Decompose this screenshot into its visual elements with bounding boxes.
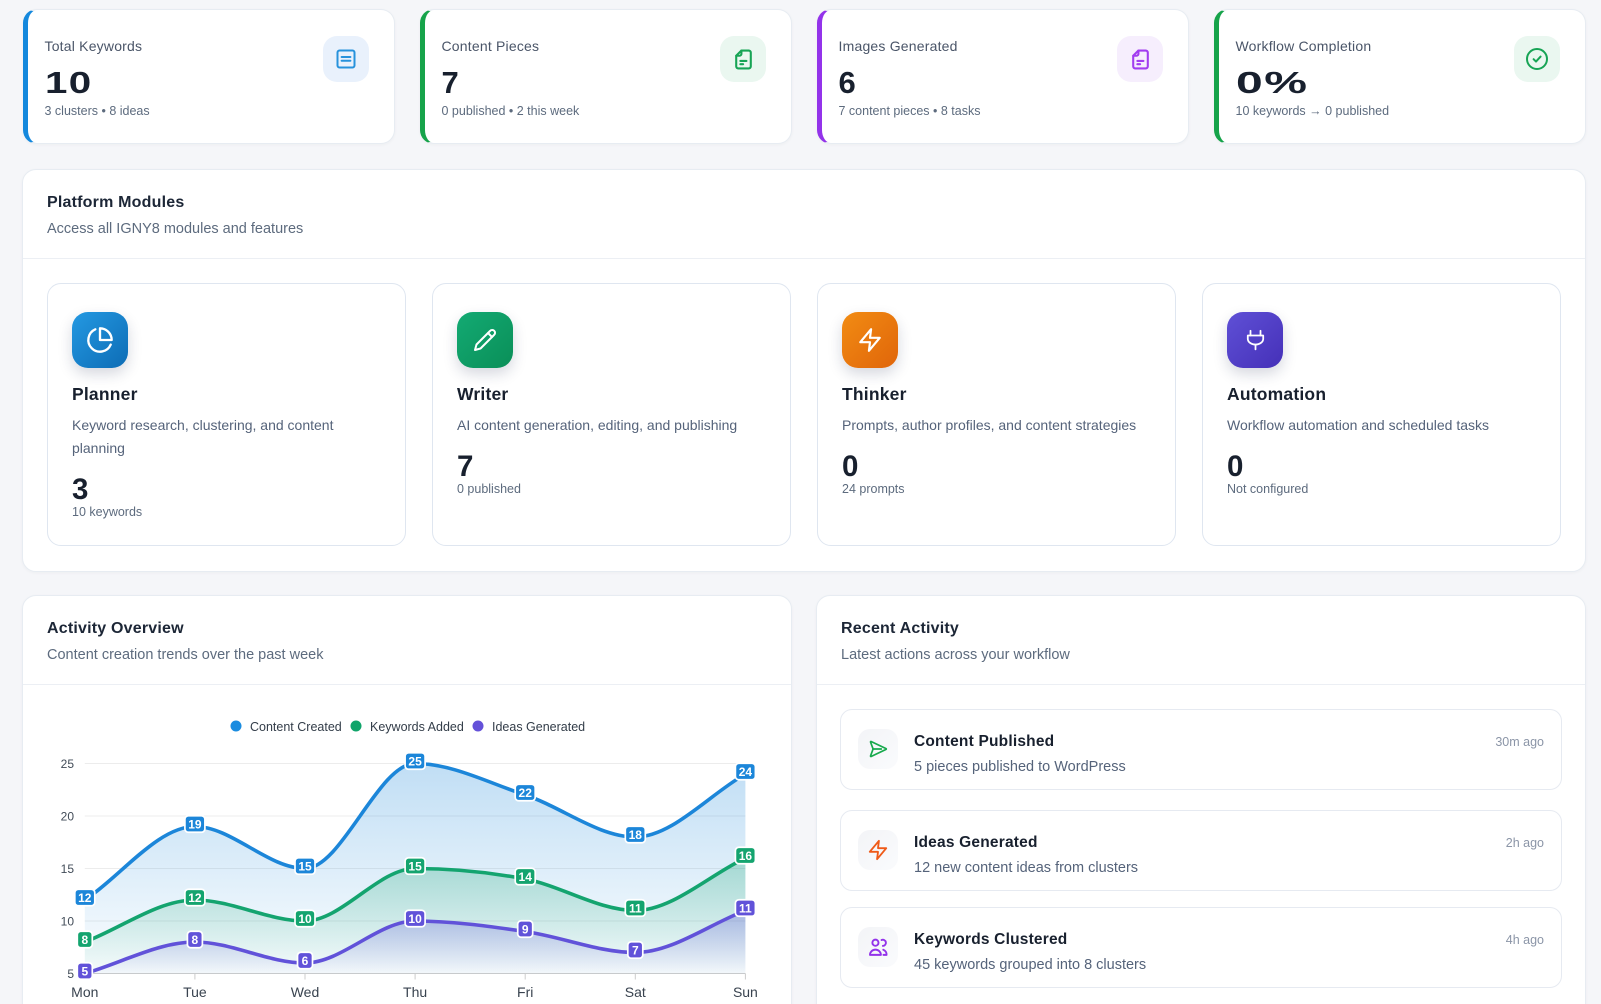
- svg-text:10: 10: [61, 915, 75, 929]
- svg-text:22: 22: [519, 786, 533, 800]
- svg-text:15: 15: [61, 862, 75, 876]
- svg-text:Mon: Mon: [71, 984, 98, 1000]
- svg-text:Sun: Sun: [733, 984, 758, 1000]
- svg-text:8: 8: [192, 933, 199, 947]
- svg-text:10: 10: [298, 912, 312, 926]
- svg-text:15: 15: [408, 860, 422, 874]
- svg-text:15: 15: [298, 860, 312, 874]
- svg-text:11: 11: [629, 902, 642, 916]
- svg-text:8: 8: [81, 933, 88, 947]
- svg-text:Keywords Added: Keywords Added: [370, 720, 464, 734]
- svg-text:10: 10: [408, 912, 422, 926]
- svg-text:16: 16: [739, 849, 753, 863]
- svg-text:12: 12: [78, 891, 92, 905]
- svg-text:12: 12: [188, 891, 202, 905]
- svg-text:24: 24: [739, 765, 753, 779]
- svg-text:Tue: Tue: [183, 984, 207, 1000]
- svg-text:14: 14: [519, 870, 533, 884]
- svg-text:19: 19: [188, 818, 202, 832]
- svg-text:25: 25: [408, 755, 422, 769]
- svg-text:9: 9: [522, 923, 529, 937]
- svg-text:Thu: Thu: [403, 984, 427, 1000]
- svg-text:7: 7: [632, 944, 639, 958]
- svg-text:5: 5: [81, 965, 88, 979]
- svg-text:20: 20: [61, 810, 75, 824]
- svg-text:Ideas Generated: Ideas Generated: [492, 720, 585, 734]
- svg-text:5: 5: [67, 967, 74, 981]
- svg-text:6: 6: [302, 954, 309, 968]
- svg-text:18: 18: [629, 828, 643, 842]
- svg-text:Wed: Wed: [291, 984, 320, 1000]
- svg-text:Sat: Sat: [625, 984, 646, 1000]
- svg-text:Content Created: Content Created: [250, 720, 342, 734]
- svg-text:Fri: Fri: [517, 984, 533, 1000]
- svg-text:25: 25: [61, 757, 75, 771]
- svg-text:11: 11: [739, 902, 752, 916]
